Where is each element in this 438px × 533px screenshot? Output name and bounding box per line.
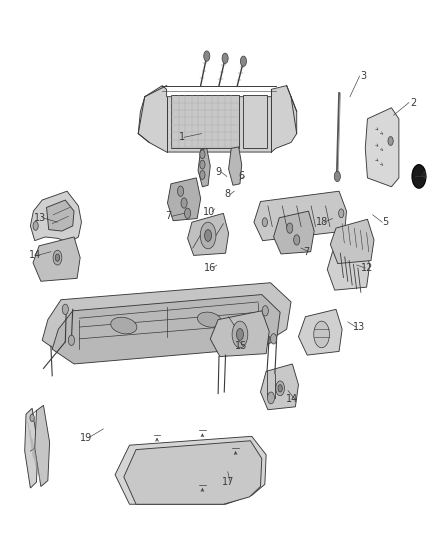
Polygon shape xyxy=(298,309,342,355)
Circle shape xyxy=(276,381,285,395)
Text: 8: 8 xyxy=(225,189,231,199)
Text: 14: 14 xyxy=(286,394,298,405)
Circle shape xyxy=(33,221,38,230)
Text: 14: 14 xyxy=(28,251,41,261)
Circle shape xyxy=(62,304,68,314)
Circle shape xyxy=(240,56,247,67)
Circle shape xyxy=(222,53,228,63)
Polygon shape xyxy=(261,364,298,410)
Polygon shape xyxy=(274,211,314,254)
Circle shape xyxy=(278,385,283,392)
Polygon shape xyxy=(46,200,74,231)
Ellipse shape xyxy=(111,317,137,334)
Text: 15: 15 xyxy=(235,341,247,351)
Circle shape xyxy=(204,51,210,61)
Polygon shape xyxy=(124,441,262,504)
Polygon shape xyxy=(327,243,370,290)
Polygon shape xyxy=(330,219,374,263)
Circle shape xyxy=(287,223,293,233)
Text: 7: 7 xyxy=(166,211,172,221)
Circle shape xyxy=(181,198,187,208)
Polygon shape xyxy=(167,178,201,221)
Circle shape xyxy=(53,251,62,265)
Text: 18: 18 xyxy=(315,217,328,227)
Polygon shape xyxy=(138,86,297,152)
Polygon shape xyxy=(42,282,291,357)
Circle shape xyxy=(55,254,60,261)
Circle shape xyxy=(293,235,300,245)
Text: 13: 13 xyxy=(353,322,365,332)
Circle shape xyxy=(205,230,212,241)
Circle shape xyxy=(388,136,393,146)
Ellipse shape xyxy=(198,312,221,327)
Circle shape xyxy=(262,305,268,316)
Text: 13: 13 xyxy=(34,213,46,223)
Polygon shape xyxy=(229,147,242,185)
Polygon shape xyxy=(171,95,239,148)
Polygon shape xyxy=(30,191,81,243)
Circle shape xyxy=(200,222,216,249)
Text: 9: 9 xyxy=(215,167,221,177)
Polygon shape xyxy=(254,191,346,241)
Polygon shape xyxy=(25,408,38,488)
Polygon shape xyxy=(35,405,49,487)
Text: 6: 6 xyxy=(239,172,245,181)
Polygon shape xyxy=(33,237,80,281)
Circle shape xyxy=(232,321,248,348)
Polygon shape xyxy=(115,437,266,504)
Circle shape xyxy=(262,218,268,227)
Polygon shape xyxy=(365,108,399,187)
Circle shape xyxy=(200,150,205,159)
Text: 5: 5 xyxy=(383,217,389,227)
Circle shape xyxy=(314,321,329,348)
Text: 7: 7 xyxy=(303,247,310,257)
Text: 1: 1 xyxy=(179,132,185,142)
Circle shape xyxy=(334,171,340,182)
Circle shape xyxy=(200,160,205,169)
Circle shape xyxy=(200,171,205,180)
Circle shape xyxy=(268,392,275,404)
Polygon shape xyxy=(243,95,267,148)
Polygon shape xyxy=(198,148,210,187)
Text: 12: 12 xyxy=(361,263,374,273)
Circle shape xyxy=(68,335,74,345)
Text: 2: 2 xyxy=(410,98,417,108)
Polygon shape xyxy=(210,311,269,357)
Circle shape xyxy=(412,165,426,188)
Circle shape xyxy=(271,334,277,344)
Circle shape xyxy=(184,208,191,219)
Polygon shape xyxy=(52,295,280,364)
Circle shape xyxy=(30,414,34,422)
Text: 16: 16 xyxy=(204,263,216,273)
Text: 19: 19 xyxy=(80,433,92,443)
Text: 10: 10 xyxy=(203,207,215,217)
Text: 4: 4 xyxy=(420,172,427,181)
Circle shape xyxy=(339,209,344,218)
Circle shape xyxy=(177,186,184,196)
Text: 3: 3 xyxy=(360,71,366,81)
Circle shape xyxy=(237,328,244,341)
Text: 17: 17 xyxy=(222,477,234,487)
Polygon shape xyxy=(187,213,229,255)
